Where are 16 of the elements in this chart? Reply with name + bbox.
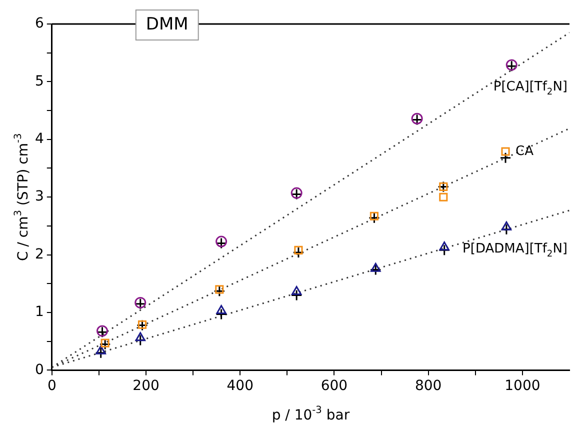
- x-tick-label: 0: [47, 378, 56, 394]
- x-tick-label: 800: [414, 378, 442, 394]
- y-tick-label: 5: [34, 73, 44, 90]
- x-tick-label: 200: [132, 378, 160, 394]
- y-tick-label: 0: [34, 362, 44, 378]
- y-tick-label: 2: [34, 246, 44, 262]
- x-tick-label: 400: [226, 378, 254, 394]
- y-axis-title: C / cm3 (STP) cm-3: [12, 133, 32, 261]
- y-tick-label: 3: [34, 188, 44, 205]
- x-tick-label: 1000: [504, 378, 540, 394]
- x-tick-label: 600: [320, 378, 348, 394]
- y-tick-label: 1: [34, 304, 44, 320]
- annotation: DMM: [146, 14, 188, 34]
- y-tick-label: 6: [34, 16, 44, 32]
- series-label: CA: [516, 144, 534, 159]
- y-tick-label: 4: [34, 131, 44, 148]
